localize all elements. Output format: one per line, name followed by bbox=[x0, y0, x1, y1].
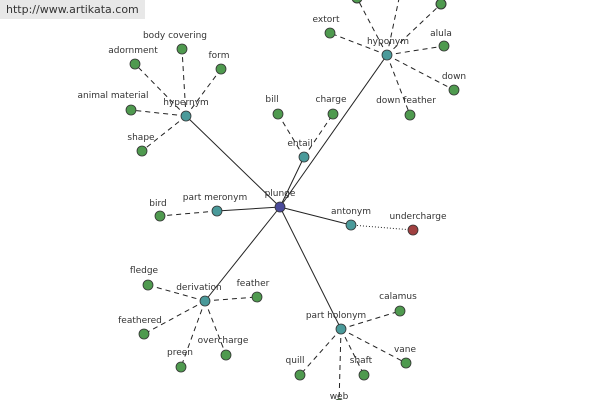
node bbox=[294, 369, 306, 381]
node bbox=[438, 40, 450, 52]
node bbox=[400, 357, 412, 369]
edge bbox=[279, 54, 388, 208]
node-label: shaft bbox=[350, 356, 373, 366]
node bbox=[404, 109, 416, 121]
node bbox=[180, 110, 192, 122]
node bbox=[407, 224, 419, 236]
node-label: alula bbox=[430, 29, 452, 39]
node bbox=[136, 145, 148, 157]
node-label: undercharge bbox=[389, 212, 447, 222]
node bbox=[351, 0, 363, 4]
node bbox=[327, 108, 339, 120]
edge bbox=[279, 206, 342, 330]
node-label: derivation bbox=[176, 283, 222, 293]
node-label: feather bbox=[237, 279, 270, 289]
node-label: plunge bbox=[265, 189, 296, 199]
node bbox=[394, 305, 406, 317]
node bbox=[435, 0, 447, 10]
edge bbox=[279, 156, 305, 208]
edge bbox=[277, 113, 305, 158]
node-label: down bbox=[442, 72, 466, 82]
node bbox=[175, 361, 187, 373]
site-url[interactable]: http://www.artikata.com bbox=[0, 0, 145, 19]
edge bbox=[329, 32, 388, 56]
node-label: quill bbox=[286, 356, 305, 366]
edge bbox=[134, 63, 187, 117]
edge bbox=[386, 0, 400, 56]
node-label: feathered bbox=[118, 316, 162, 326]
node bbox=[345, 219, 357, 231]
edge bbox=[299, 328, 342, 376]
edge bbox=[338, 328, 342, 400]
node bbox=[324, 27, 336, 39]
edge bbox=[181, 48, 187, 117]
edge bbox=[340, 328, 365, 376]
node-label: entail bbox=[287, 139, 312, 149]
edge bbox=[279, 206, 352, 226]
node-label: overcharge bbox=[198, 336, 249, 346]
edge bbox=[386, 45, 445, 56]
node-label: bill bbox=[265, 95, 278, 105]
node-label: adornment bbox=[108, 46, 158, 56]
edge bbox=[141, 115, 187, 152]
node bbox=[142, 279, 154, 291]
node bbox=[251, 291, 263, 303]
edge bbox=[216, 206, 281, 212]
node bbox=[335, 323, 347, 335]
node bbox=[298, 151, 310, 163]
node-label: bird bbox=[149, 199, 166, 209]
node-label: part holonym bbox=[306, 311, 366, 321]
node bbox=[125, 104, 137, 116]
edge bbox=[350, 224, 414, 231]
node-label: hypernym bbox=[163, 98, 209, 108]
node-label: down feather bbox=[376, 96, 436, 106]
node-label: animal material bbox=[78, 91, 149, 101]
node-label: calamus bbox=[379, 292, 417, 302]
edge bbox=[340, 310, 401, 330]
edge bbox=[204, 300, 227, 356]
node-label: extort bbox=[313, 15, 340, 25]
node-label: part meronym bbox=[183, 193, 247, 203]
node bbox=[138, 328, 150, 340]
node-label: web bbox=[330, 392, 349, 400]
edge bbox=[386, 54, 411, 116]
node-label: hyponym bbox=[367, 37, 409, 47]
node bbox=[448, 84, 460, 96]
node-label: body covering bbox=[143, 31, 207, 41]
node-label: fledge bbox=[130, 266, 159, 276]
node-label: form bbox=[209, 51, 230, 61]
edge bbox=[357, 0, 388, 56]
node bbox=[199, 295, 211, 307]
edge bbox=[303, 113, 334, 158]
node-label: vane bbox=[394, 345, 417, 355]
node bbox=[211, 205, 223, 217]
edge bbox=[340, 328, 407, 364]
edge bbox=[159, 210, 218, 217]
node bbox=[274, 201, 286, 213]
edge bbox=[386, 3, 442, 56]
edge bbox=[204, 296, 258, 302]
node bbox=[272, 108, 284, 120]
node bbox=[129, 58, 141, 70]
node-label: shape bbox=[127, 133, 155, 143]
edge bbox=[180, 300, 206, 368]
node-label: preen bbox=[167, 348, 193, 358]
node bbox=[358, 369, 370, 381]
node-label: charge bbox=[316, 95, 347, 105]
edge bbox=[147, 284, 206, 302]
edge bbox=[130, 109, 187, 117]
node bbox=[176, 43, 188, 55]
edge bbox=[386, 54, 455, 91]
edge bbox=[143, 300, 206, 335]
node bbox=[220, 349, 232, 361]
node bbox=[154, 210, 166, 222]
edge bbox=[185, 115, 281, 208]
edge bbox=[185, 68, 222, 117]
node bbox=[215, 63, 227, 75]
edge bbox=[204, 206, 281, 302]
node-label: antonym bbox=[331, 207, 371, 217]
node bbox=[381, 49, 393, 61]
